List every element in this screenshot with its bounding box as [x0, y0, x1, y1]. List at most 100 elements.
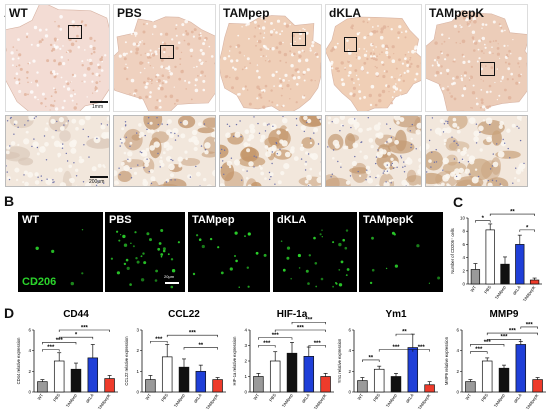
significance-bracket [258, 345, 276, 348]
group-label: WT [22, 214, 40, 226]
bar-dkla [407, 347, 419, 393]
bar-tampepk [424, 384, 435, 393]
x-tick-label: TAMpep [494, 284, 507, 300]
group-label: TAMpepK [429, 6, 485, 20]
significance-label: *** [314, 341, 322, 347]
x-tick-label: PBS [480, 393, 489, 403]
significance-bracket [470, 351, 488, 354]
group-label: dKLA [329, 6, 361, 20]
significance-label: *** [47, 345, 55, 351]
bar-tampepk [529, 279, 540, 285]
chart-title: CCL22 [168, 309, 200, 320]
bar-pbs [481, 360, 493, 393]
bar-tampep [498, 367, 510, 393]
significance-label: *** [392, 345, 400, 351]
x-tick-label: PBS [160, 393, 169, 403]
y-tick-label: 6 [28, 328, 31, 333]
cd206-image-tampep: TAMpep [188, 212, 270, 292]
tissue-overview-tampepk: TAMpepK [425, 4, 528, 112]
y-tick-label: 0 [244, 390, 247, 395]
significance-bracket [519, 229, 535, 232]
y-tick-label: 0 [136, 390, 139, 395]
bar-tampep [178, 366, 190, 393]
bar-wt [37, 381, 48, 393]
y-tick-label: 4 [28, 348, 31, 353]
scale-bar [90, 176, 108, 178]
y-tick-label: 10 [460, 216, 466, 221]
fluorescence-field [34, 229, 84, 286]
y-tick-label: 2 [136, 348, 139, 353]
tissue-zoom-tampep [219, 115, 322, 187]
bar-dkla [87, 357, 99, 393]
x-tick-label: WT [356, 392, 364, 401]
tissue-zoom-dkla [325, 115, 422, 187]
y-tick-label: 2 [28, 369, 31, 374]
scale-bar-label: 200μm [89, 179, 105, 185]
bar-tampepk [320, 376, 331, 393]
y-tick-label: 4 [244, 328, 247, 333]
cd206-image-tampepk: TAMpepK [359, 212, 443, 292]
chart-title: MMP9 [490, 309, 519, 320]
y-tick-label: 0 [462, 282, 465, 287]
x-tick-label: dKLA [405, 393, 415, 404]
significance-label: *** [56, 338, 64, 344]
y-tick-label: 0 [348, 390, 351, 395]
bar-tampepk [212, 379, 223, 393]
magnified-section-image [114, 116, 215, 186]
bar-pbs [53, 360, 65, 393]
bar-wt [465, 381, 476, 393]
significance-label: *** [297, 325, 305, 331]
fluorescence-field [192, 231, 267, 288]
chart-title: CD44 [63, 309, 89, 320]
tissue-zoom-tampepk [425, 115, 528, 187]
chart-title: Ym1 [385, 309, 407, 320]
significance-label: *** [189, 331, 197, 337]
zoom-region-box [292, 32, 306, 46]
y-tick-label: 4 [456, 348, 459, 353]
stain-label: CD206 [22, 276, 57, 288]
bar-dkla [515, 244, 525, 285]
bar-tampep [390, 376, 402, 393]
significance-label: * [75, 333, 78, 339]
bar-tampep [70, 368, 82, 393]
panel-label-b: B [4, 193, 15, 209]
hif1a-expression-chart: HIF-1a HIF-1a relative expression 0 1 2 3 4 WT P… [232, 309, 334, 411]
bar-dkla [515, 344, 527, 393]
x-tick-label: TAMpepK [525, 393, 540, 411]
magnified-section-image [220, 116, 321, 186]
panel-label-d: D [4, 305, 15, 321]
x-tick-label: TAMpep [281, 392, 294, 408]
group-label: TAMpep [192, 214, 235, 226]
bar-wt [470, 269, 481, 285]
zoom-region-box [344, 37, 357, 52]
lung-section-image [326, 16, 421, 111]
significance-bracket [274, 329, 326, 332]
x-tick-label: TAMpepK [522, 285, 537, 303]
fluorescence-field [110, 229, 180, 289]
y-axis-label: MMP9 relative expression [444, 336, 449, 385]
bar-tampepk [104, 378, 115, 393]
group-label: PBS [117, 6, 142, 20]
y-tick-label: 3 [136, 328, 139, 333]
bar-dkla [303, 355, 315, 393]
scale-bar-label: 1mm [92, 104, 104, 110]
cd206-image-pbs: PBS 20μm [105, 212, 185, 292]
y-tick-label: 1 [136, 369, 139, 374]
tissue-zoom-pbs [113, 115, 216, 187]
lung-section-image [6, 5, 109, 111]
bar-wt [357, 380, 368, 393]
significance-label: *** [475, 347, 483, 353]
significance-bracket [42, 342, 77, 345]
significance-label: *** [526, 322, 534, 328]
y-tick-label: 2 [462, 268, 465, 273]
y-tick-label: 6 [456, 328, 459, 333]
significance-bracket [520, 326, 538, 329]
x-tick-label: TAMpep [493, 392, 506, 408]
significance-bracket [150, 341, 168, 344]
bar-wt [145, 379, 156, 393]
fluorescence-field [280, 229, 350, 288]
significance-bracket [291, 321, 326, 325]
x-tick-label: TAMpepK [205, 393, 220, 411]
significance-bracket [58, 336, 94, 340]
